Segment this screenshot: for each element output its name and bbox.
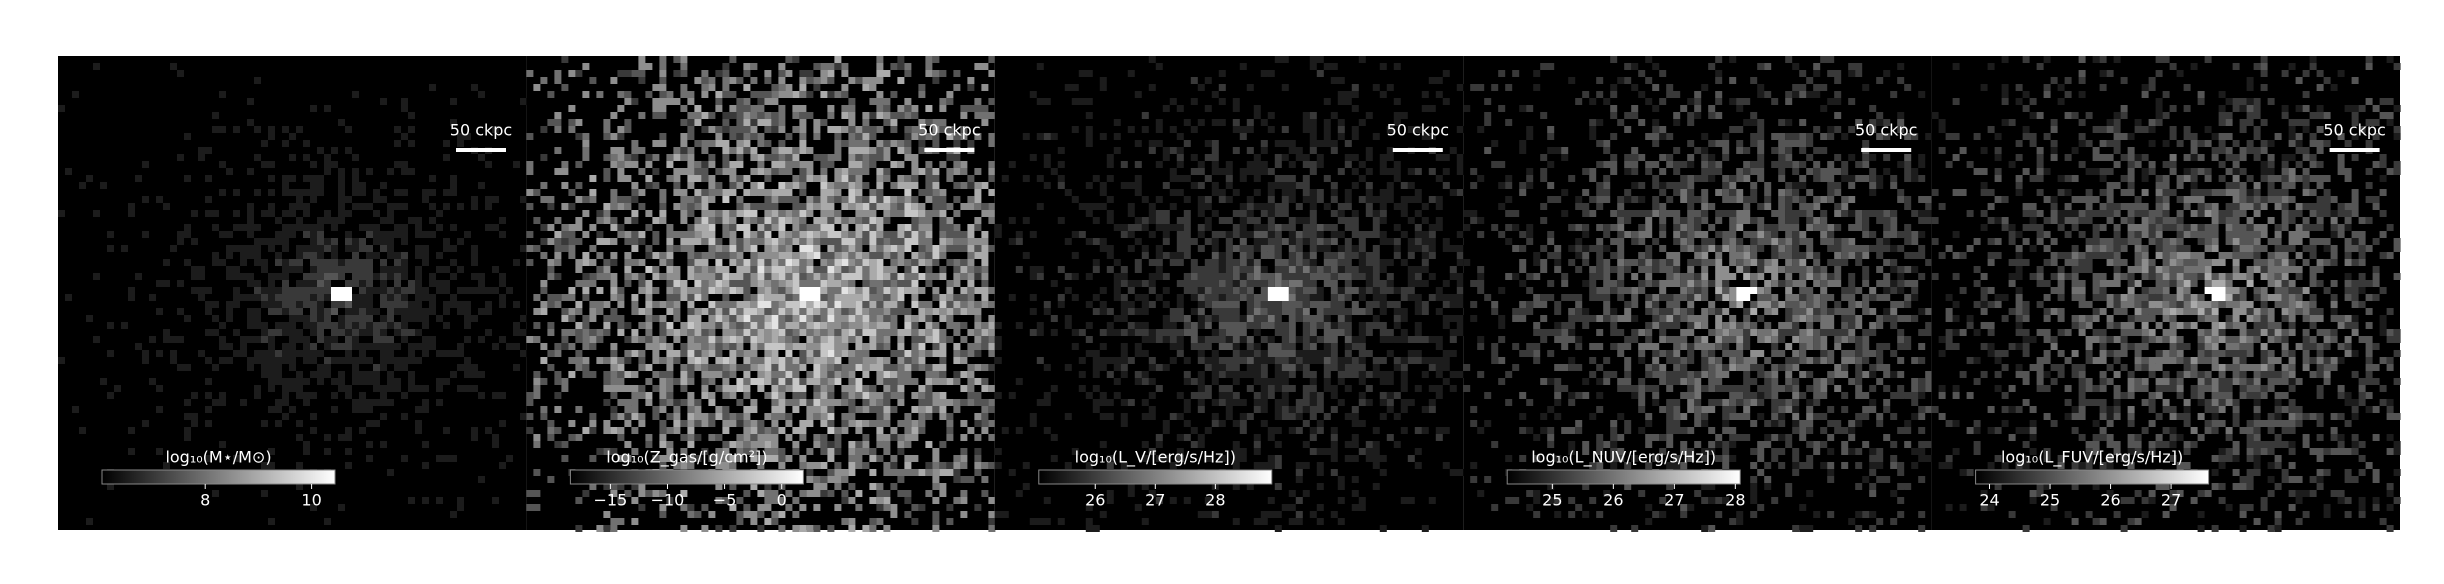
image-pixels xyxy=(1183,224,1366,371)
image-pixels xyxy=(1246,266,1310,322)
colorbar-label: log₁₀(Z_gas/[g/cm²]) xyxy=(606,448,767,468)
scalebar xyxy=(1392,148,1443,152)
image-pixels xyxy=(2204,287,2226,301)
colorbar-tick-label: 10 xyxy=(301,491,321,510)
colorbar-label: log₁₀(M⋆/M⊙) xyxy=(165,448,271,467)
image-pixels xyxy=(2169,273,2254,329)
image-pixels xyxy=(2050,154,2359,434)
colorbar-tick-label: 25 xyxy=(2040,491,2060,510)
image-pixels xyxy=(1938,56,2401,525)
colorbar-tick-label: −5 xyxy=(713,491,737,510)
colorbar xyxy=(1506,469,1741,485)
image-pixels xyxy=(526,56,996,532)
colorbar-tick-label: 28 xyxy=(1205,491,1225,510)
colorbar-tick-label: −15 xyxy=(593,491,627,510)
image-pixels xyxy=(540,56,996,532)
colorbar-label: log₁₀(L_NUV/[erg/s/Hz]) xyxy=(1531,448,1716,468)
image-pixels xyxy=(58,63,527,525)
colorbar-tick-label: 27 xyxy=(1664,491,1684,510)
scalebar-label: 50 ckpc xyxy=(1855,121,1917,140)
image-pixels xyxy=(1715,273,1758,315)
image-pixels xyxy=(1931,56,2401,532)
scalebar-label: 50 ckpc xyxy=(450,121,512,140)
image-pixels xyxy=(1484,63,1933,532)
scalebar xyxy=(2329,148,2380,152)
image-pixels xyxy=(1666,224,1814,371)
image-pixels xyxy=(1267,287,1289,301)
image-pixels xyxy=(799,287,821,301)
scalebar-label: 50 ckpc xyxy=(1387,121,1449,140)
image-pixels xyxy=(1736,287,1758,301)
scalebar xyxy=(456,148,506,152)
colorbar-label: log₁₀(L_V/[erg/s/Hz]) xyxy=(1075,448,1236,468)
image-pixels xyxy=(743,245,849,357)
colorbar xyxy=(1975,469,2210,485)
image-pixels xyxy=(994,56,1464,532)
image-pixels xyxy=(331,287,352,301)
colorbar xyxy=(1038,469,1273,485)
scalebar-label: 50 ckpc xyxy=(918,121,980,140)
panel: 50 ckpc log₁₀(L_FUV/[erg/s/Hz]) 24 25 26 27 xyxy=(1931,56,2401,532)
colorbar-tick-label: 26 xyxy=(2100,491,2120,510)
colorbar-tick-label: 24 xyxy=(1979,491,1999,510)
colorbar-tick-label: 28 xyxy=(1725,491,1745,510)
panel: 50 ckpc log₁₀(Z_gas/[g/cm²]) −15 −10 −5 0 xyxy=(526,56,996,532)
colorbar-tick-label: 0 xyxy=(777,491,787,510)
colorbar xyxy=(101,469,336,485)
scalebar xyxy=(1861,148,1912,152)
image-pixels xyxy=(526,56,996,532)
panel: 50 ckpc log₁₀(M⋆/M⊙) 8 10 xyxy=(58,56,527,530)
image-pixels xyxy=(2120,210,2310,371)
colorbar-tick-label: 26 xyxy=(1085,491,1105,510)
colorbar xyxy=(569,469,804,485)
image-pixels xyxy=(1596,175,1898,420)
colorbar-tick-label: 27 xyxy=(2161,491,2181,510)
scalebar xyxy=(924,148,975,152)
panel: 50 ckpc log₁₀(L_NUV/[erg/s/Hz]) 25 26 27 28 xyxy=(1463,56,1933,532)
colorbar-tick-label: 8 xyxy=(200,491,210,510)
colorbar-label: log₁₀(L_FUV/[erg/s/Hz]) xyxy=(2001,448,2183,468)
image-pixels xyxy=(645,175,947,434)
colorbar-tick-label: −10 xyxy=(651,491,685,510)
scalebar-label: 50 ckpc xyxy=(2323,121,2385,140)
colorbar-tick-label: 26 xyxy=(1603,491,1623,510)
colorbar-tick-label: 25 xyxy=(1542,491,1562,510)
panel: 50 ckpc log₁₀(L_V/[erg/s/Hz]) 26 27 28 xyxy=(994,56,1464,532)
colorbar-tick-label: 27 xyxy=(1145,491,1165,510)
